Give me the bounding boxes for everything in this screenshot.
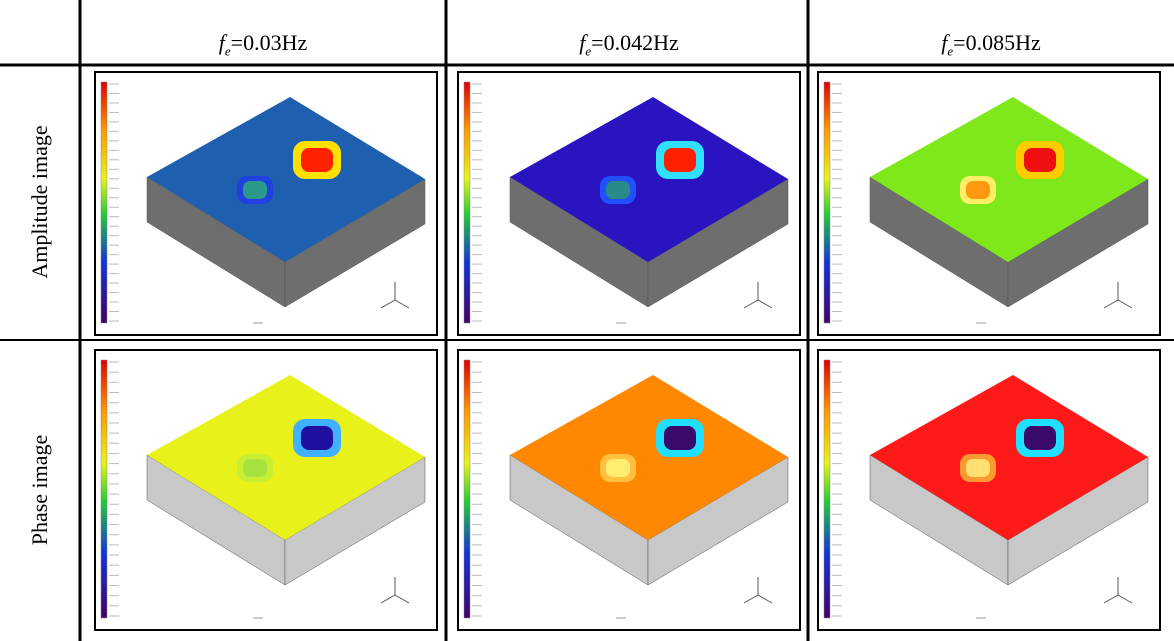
hotspot	[301, 426, 333, 450]
color-legend	[824, 82, 830, 323]
column-header: fe=0.085Hz	[808, 30, 1174, 59]
row-label: Phase image	[27, 435, 53, 546]
hotspot	[301, 148, 333, 172]
color-legend	[824, 360, 830, 618]
hotspot	[664, 426, 696, 450]
frequency: =0.085Hz	[953, 30, 1041, 55]
column-header: fe=0.042Hz	[446, 30, 812, 59]
hotspot	[1024, 426, 1056, 450]
frequency: =0.03Hz	[231, 30, 308, 55]
hotspot	[606, 181, 630, 199]
color-legend	[101, 360, 107, 618]
hotspot	[664, 148, 696, 172]
hotspot	[1024, 148, 1056, 172]
hotspot	[966, 459, 990, 477]
figure-graphics	[0, 0, 1174, 641]
hotspot	[243, 459, 267, 477]
color-legend	[101, 82, 107, 323]
column-header: fe=0.03Hz	[80, 30, 446, 59]
color-legend	[464, 360, 470, 618]
hotspot	[243, 181, 267, 199]
hotspot	[606, 459, 630, 477]
hotspot	[966, 181, 990, 199]
figure-table: fe=0.03Hz fe=0.042Hz fe=0.085Hz Amplitud…	[0, 0, 1174, 641]
frequency: =0.042Hz	[591, 30, 679, 55]
row-label: Amplitude image	[27, 125, 53, 278]
color-legend	[464, 82, 470, 323]
